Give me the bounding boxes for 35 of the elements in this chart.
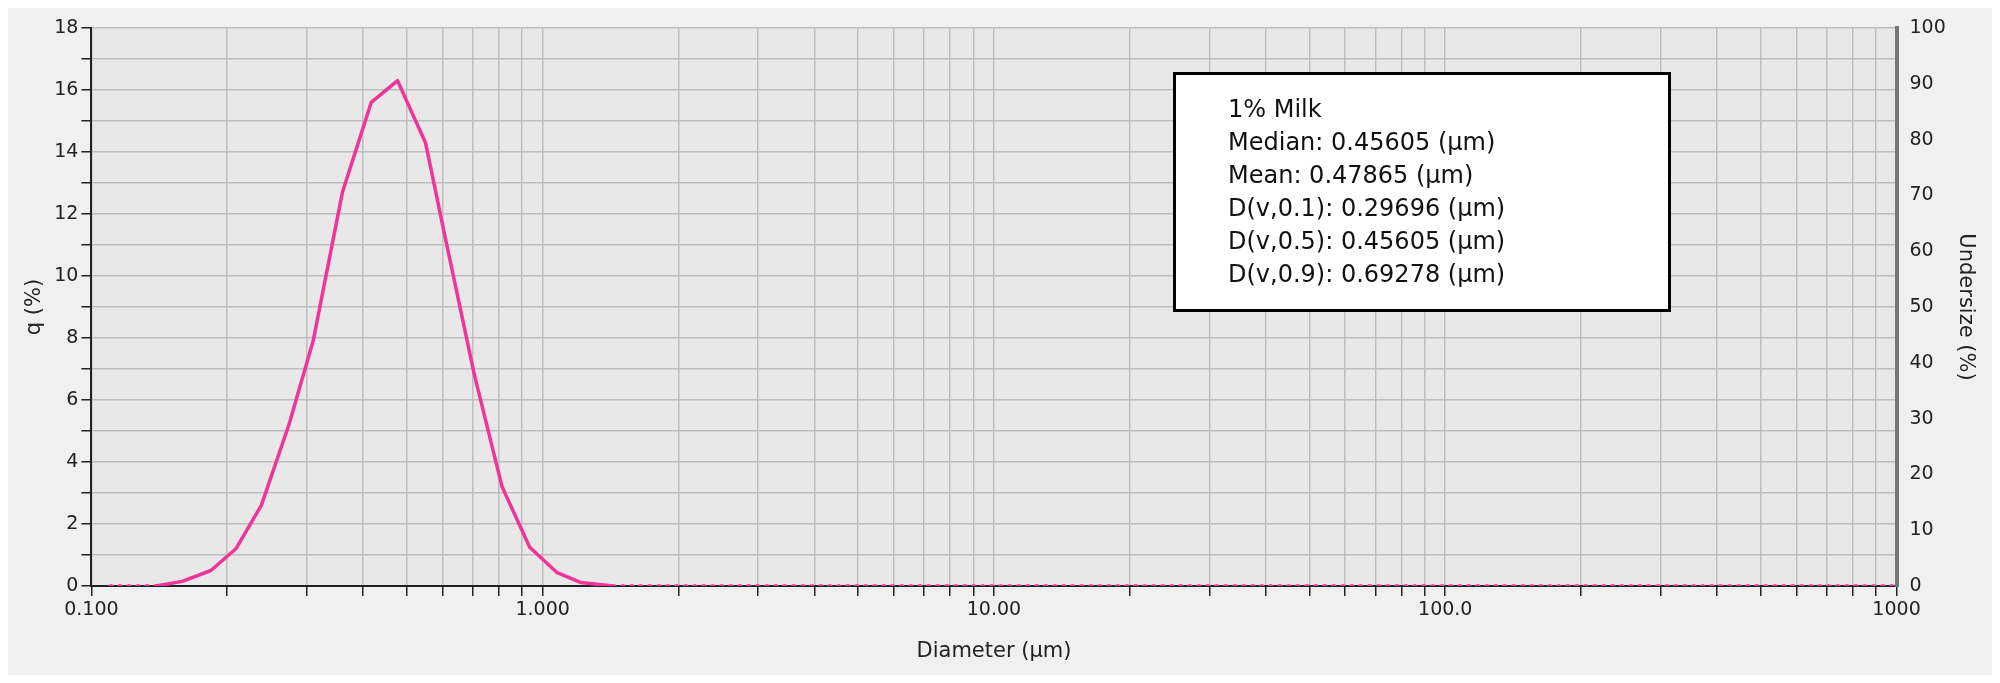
x-tick-label: 100.0 xyxy=(1418,597,1473,620)
y2-axis-title: Undersize (%) xyxy=(1954,233,1979,381)
y-tick-label: 16 xyxy=(54,76,79,99)
y2-tick-label: 30 xyxy=(1909,405,1934,428)
x-tick-label: 10.00 xyxy=(966,597,1022,620)
y-axis-title: q (%) xyxy=(21,278,46,336)
y2-tick-label: 70 xyxy=(1909,182,1934,205)
y2-tick-label: 20 xyxy=(1909,461,1934,484)
x-tick-label: 0.100 xyxy=(64,597,119,620)
y2-tick-label: 60 xyxy=(1909,238,1934,261)
annotation: Mean: 0.47865 (µm) xyxy=(1228,160,1475,191)
y2-tick-label: 90 xyxy=(1909,70,1934,93)
annotation: D(v,0.5): 0.45605 (µm) xyxy=(1228,226,1507,257)
y-tick-label: 2 xyxy=(66,510,79,533)
y2-tick-label: 80 xyxy=(1909,126,1934,149)
y-tick-label: 6 xyxy=(66,386,79,409)
y-tick-label: 18 xyxy=(54,14,79,37)
y-tick-label: 8 xyxy=(66,324,79,347)
y-tick-label: 12 xyxy=(54,200,79,223)
y-tick-label: 14 xyxy=(54,138,79,161)
y-tick-label: 10 xyxy=(54,262,79,285)
x-tick-label: 1000 xyxy=(1872,597,1921,620)
y2-tick-label: 40 xyxy=(1909,349,1934,372)
x-axis-title: Diameter (µm) xyxy=(916,637,1072,662)
annotation: D(v,0.9): 0.69278 (µm) xyxy=(1228,259,1507,290)
annotation: 1% Milk xyxy=(1228,94,1323,125)
y2-tick-label: 0 xyxy=(1909,572,1922,595)
y-tick-label: 0 xyxy=(66,572,79,595)
y-tick-label: 4 xyxy=(66,448,79,471)
y2-tick-label: 50 xyxy=(1909,293,1934,316)
x-tick-label: 1.000 xyxy=(515,597,570,620)
annotation: D(v,0.1): 0.29696 (µm) xyxy=(1228,193,1507,224)
y2-tick-label: 10 xyxy=(1909,517,1934,540)
annotation: Median: 0.45605 (µm) xyxy=(1228,127,1497,158)
y2-tick-label: 100 xyxy=(1909,14,1946,37)
